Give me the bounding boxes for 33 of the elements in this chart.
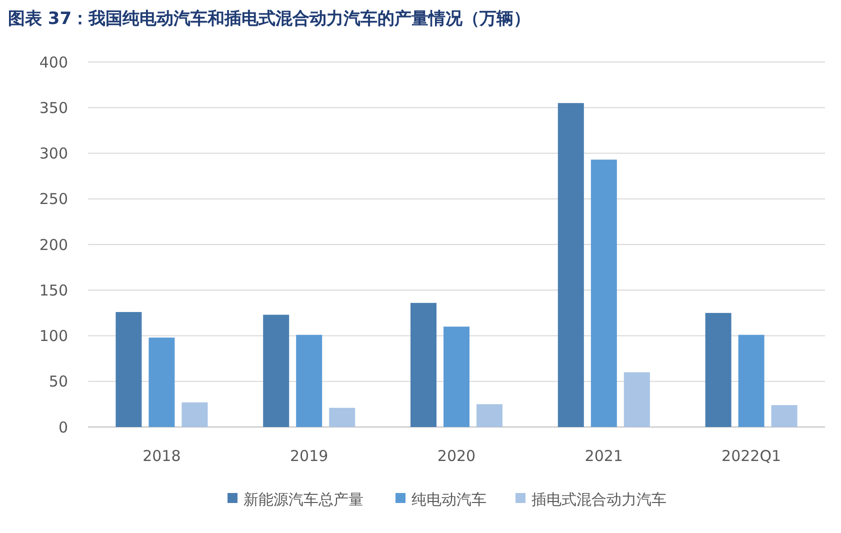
y-tick-label: 150 [39, 281, 68, 300]
y-tick-label: 50 [48, 372, 68, 391]
bar [558, 103, 584, 427]
y-tick-label: 300 [39, 144, 68, 162]
bar [182, 402, 208, 427]
x-tick-label: 2019 [290, 447, 328, 465]
bar [624, 372, 650, 427]
y-tick-label: 350 [39, 98, 68, 117]
bar [148, 338, 175, 427]
bar [116, 312, 142, 427]
x-tick-label: 2021 [584, 447, 623, 465]
x-tick-label: 2022Q1 [722, 447, 782, 465]
chart-title: 图表 37：我国纯电动汽车和插电式混合动力汽车的产量情况（万辆） [8, 9, 531, 29]
y-tick-label: 0 [58, 418, 68, 436]
y-tick-label: 250 [39, 190, 68, 208]
legend-label: 插电式混合动力汽车 [532, 490, 666, 508]
bar [329, 408, 356, 427]
bar [590, 160, 617, 427]
bar [476, 404, 502, 427]
y-tick-label: 200 [39, 236, 68, 254]
bar [263, 314, 290, 427]
bar [296, 334, 322, 427]
bar [410, 302, 436, 427]
y-tick-label: 100 [39, 327, 68, 345]
legend-label: 纯电动汽车 [412, 490, 486, 508]
bar [705, 312, 732, 427]
legend-label: 新能源汽车总产量 [244, 490, 364, 508]
x-tick-label: 2018 [142, 447, 181, 465]
y-tick-label: 400 [39, 53, 68, 72]
bar [771, 405, 798, 427]
bar [444, 326, 470, 427]
x-tick-label: 2020 [437, 447, 476, 465]
bar [738, 334, 764, 427]
